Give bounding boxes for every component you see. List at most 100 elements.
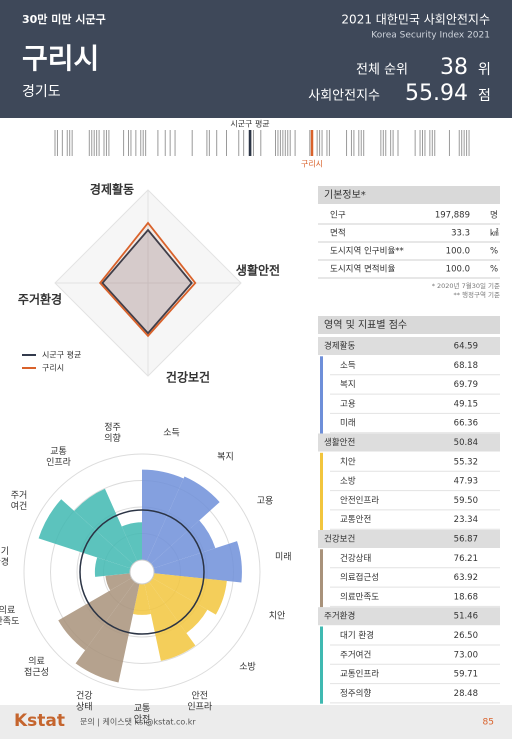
polar-label: 인프라 <box>46 457 72 468</box>
polar-label: 상태 <box>76 702 93 713</box>
radar-series <box>98 221 197 338</box>
group-score: 56.87 <box>454 535 478 545</box>
indicator-score: 66.36 <box>454 419 478 429</box>
report-title: 2021 대한민국 사회안전지수 <box>341 13 490 27</box>
info-value: 100.0 <box>446 265 470 275</box>
footer-logo: Kstat <box>14 711 65 731</box>
group-color-bar <box>320 626 323 704</box>
rank-value: 38 <box>440 55 468 80</box>
radar-label: 생활안전 <box>236 263 280 278</box>
polar-bar <box>38 499 134 569</box>
scores-title: 영역 및 지표별 점수 <box>324 319 407 331</box>
indicator-score: 59.50 <box>454 496 478 506</box>
indicator-name: 건강상태 <box>340 553 371 564</box>
info-title: 기본정보* <box>324 189 366 201</box>
indicator-name: 정주의향 <box>340 688 371 699</box>
polar-bar <box>74 488 138 564</box>
polar-label: 대기 <box>0 546 9 557</box>
radar-label: 건강보건 <box>166 370 210 385</box>
polar-label: 소득 <box>163 428 180 439</box>
polar-bar <box>149 578 208 634</box>
group-score: 51.46 <box>454 612 478 622</box>
barcode <box>54 130 470 156</box>
polar-label: 의료 <box>0 605 15 616</box>
info-note: ** 행정구역 기준 <box>453 290 500 299</box>
indicator-name: 복지 <box>340 380 356 390</box>
polar-label: 건강 <box>76 691 93 702</box>
province: 경기도 <box>22 84 61 100</box>
polar-bar <box>153 541 242 583</box>
info-note: * 2020년 7월30일 기준 <box>432 281 500 290</box>
category: 30만 미만 시군구 <box>22 12 106 26</box>
footer-contact: 문의 | 케이스탯 ksi@kstat.co.kr <box>80 717 196 727</box>
indicator-name: 안전인프라 <box>340 495 379 506</box>
polar-bar <box>94 557 131 577</box>
rank-label: 전체 순위 <box>356 63 408 78</box>
footer-bg <box>0 705 512 739</box>
report-subtitle: Korea Security Index 2021 <box>371 31 490 41</box>
group-name: 생활안전 <box>324 437 355 448</box>
polar-bar <box>146 476 220 564</box>
indicator-score: 59.71 <box>454 670 478 680</box>
indicator-name: 소득 <box>340 361 356 371</box>
info-label: 도시지역 면적비율 <box>330 264 395 275</box>
polar-label: 만족도 <box>0 616 19 627</box>
info-unit: % <box>490 265 498 275</box>
info-unit: ㎢ <box>490 229 499 239</box>
info-value: 197,889 <box>435 211 470 221</box>
polar-hole <box>129 559 155 585</box>
group-name: 경제활동 <box>324 341 355 352</box>
polar-label: 안전 <box>134 714 151 725</box>
polar-label: 정주 <box>104 422 121 433</box>
header-bg <box>0 0 512 118</box>
indicator-name: 주거여건 <box>340 649 371 660</box>
indicator-score: 63.92 <box>454 573 478 583</box>
indicator-score: 23.34 <box>454 515 478 525</box>
radar-label: 경제활동 <box>90 182 134 197</box>
group-row-bg <box>318 607 500 626</box>
info-title-bg <box>318 186 500 204</box>
indicator-score: 55.32 <box>454 457 478 467</box>
group-name: 건강보건 <box>324 534 355 545</box>
polar-grid <box>23 453 261 691</box>
score-value: 55.94 <box>405 81 468 106</box>
group-row-bg <box>318 433 500 452</box>
city: 구리시 <box>22 42 99 75</box>
polar-label: 고용 <box>257 496 274 507</box>
indicator-score: 73.00 <box>454 650 478 660</box>
indicator-score: 69.79 <box>454 380 478 390</box>
polar-bar <box>75 581 140 683</box>
indicator-name: 소방 <box>340 476 356 487</box>
indicator-score: 26.50 <box>454 631 478 641</box>
group-score: 64.59 <box>454 342 478 352</box>
scores-title-bg <box>318 316 500 334</box>
group-color-bar <box>320 452 323 530</box>
radar-series <box>101 228 193 335</box>
info-value: 33.3 <box>451 229 470 239</box>
indicator-score: 76.21 <box>454 554 478 564</box>
group-color-bar <box>320 549 323 608</box>
indicator-score: 49.15 <box>454 399 478 409</box>
polar-label: 인프라 <box>187 702 213 713</box>
group-row-bg <box>318 337 500 355</box>
score-unit: 점 <box>478 88 491 104</box>
polar-label: 미래 <box>275 552 292 563</box>
polar-label: 교통 <box>50 446 67 457</box>
polar-bar <box>152 573 227 615</box>
barcode-average-label: 시군구 평균 <box>230 119 269 129</box>
indicator-score: 18.68 <box>454 592 478 602</box>
indicator-name: 교통안전 <box>340 514 371 525</box>
indicator-name: 교통인프라 <box>340 669 379 680</box>
barcode-city-label: 구리시 <box>301 160 323 169</box>
info-label: 인구 <box>330 210 346 221</box>
indicator-name: 의료만족도 <box>340 591 379 602</box>
score-label: 사회안전지수 <box>308 89 380 104</box>
indicator-score: 28.48 <box>454 689 478 699</box>
legend-label: 시군구 평균 <box>42 350 81 360</box>
legend-label: 구리시 <box>42 364 64 373</box>
radar-label: 주거환경 <box>18 292 62 307</box>
info-label: 면적 <box>330 228 346 239</box>
indicator-name: 대기 환경 <box>340 630 374 641</box>
polar-label: 복지 <box>217 452 234 463</box>
